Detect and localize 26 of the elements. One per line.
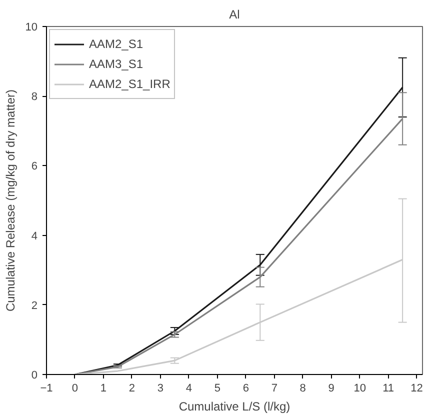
legend-label: AAM2_S1 [89, 37, 144, 51]
y-tick-label: 4 [31, 230, 38, 242]
legend-label: AAM3_S1 [89, 57, 144, 71]
x-tick-label: 1 [100, 382, 107, 394]
x-tick-label: 2 [128, 382, 136, 394]
x-tick-label: 6 [242, 382, 249, 394]
y-tick-label: 6 [31, 160, 38, 173]
y-tick-label: 2 [31, 300, 38, 312]
x-tick-label: 3 [157, 382, 164, 394]
x-tick-label: 12 [410, 382, 423, 394]
y-tick-label: 10 [25, 22, 38, 34]
chart-title: Al [229, 8, 240, 22]
y-tick-label: 8 [31, 91, 38, 104]
x-tick-label: 7 [271, 382, 278, 394]
x-tick-label: 8 [300, 382, 306, 394]
x-tick-label: 11 [382, 382, 394, 394]
x-tick-label: 0 [72, 382, 78, 394]
y-axis-title: Cumulative Release (mg/kg of dry matter) [3, 89, 18, 312]
x-tick-label: −1 [40, 382, 53, 394]
y-tick-label: 0 [31, 370, 38, 382]
x-axis-title: Cumulative L/S (l/kg) [178, 400, 290, 414]
x-tick-label: 10 [354, 382, 366, 394]
legend-label: AAM2_S1_IRR [89, 77, 170, 91]
x-tick-label: 9 [328, 382, 334, 394]
x-tick-label: 4 [186, 382, 192, 394]
x-tick-label: 5 [214, 382, 220, 394]
